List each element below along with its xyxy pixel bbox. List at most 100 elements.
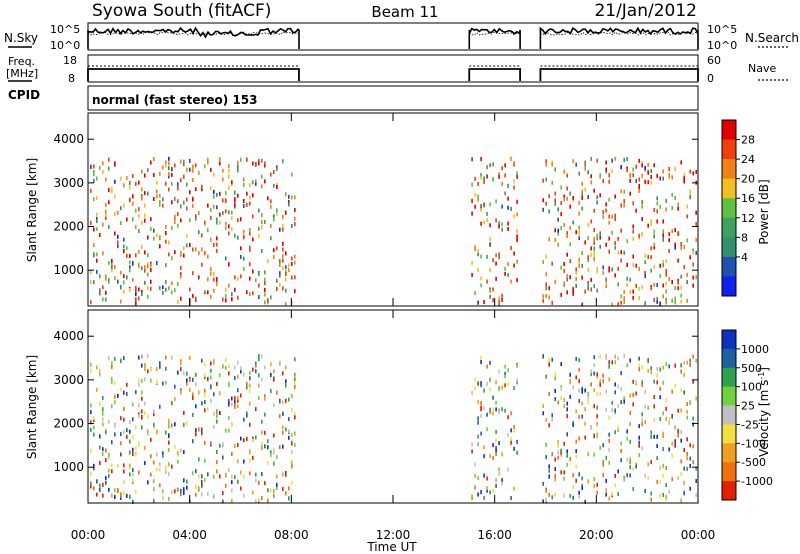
power-pixel: [489, 223, 491, 228]
velocity-pixel: [665, 483, 667, 487]
velocity-pixel: [632, 466, 634, 471]
power-pixel: [240, 157, 242, 162]
velocity-pixel: [617, 403, 619, 408]
power-pixel: [243, 229, 245, 234]
velocity-pixel: [201, 433, 203, 438]
velocity-pixel: [602, 443, 604, 448]
power-pixel: [623, 203, 625, 208]
power-pixel: [569, 191, 571, 196]
power-pixel: [282, 241, 284, 246]
power-pixel: [471, 260, 473, 265]
power-bar-tick-label: 16: [741, 192, 755, 205]
velocity-pixel: [686, 402, 688, 407]
velocity-pixel: [120, 441, 122, 446]
power-pixel: [120, 285, 122, 289]
velocity-pixel: [291, 464, 293, 469]
power-pixel: [480, 157, 482, 162]
velocity-pixel: [662, 411, 664, 416]
velocity-pixel: [216, 414, 218, 419]
velocity-pixel: [108, 487, 110, 492]
power-bar-tick-label: 20: [741, 173, 755, 186]
power-pixel: [132, 174, 134, 178]
velocity-pixel: [198, 486, 200, 491]
power-pixel: [665, 289, 667, 294]
power-pixel: [279, 259, 281, 264]
power-pixel: [584, 187, 586, 192]
power-pixel: [581, 195, 583, 200]
velocity-pixel: [267, 488, 269, 493]
velocity-pixel: [671, 441, 673, 446]
velocity-pixel: [495, 438, 497, 443]
power-pixel: [566, 290, 568, 295]
power-pixel: [249, 183, 251, 187]
velocity-pixel: [695, 466, 697, 471]
velocity-pixel: [590, 372, 592, 377]
velocity-bar-tick-label: 500: [741, 362, 762, 375]
velocity-pixel: [620, 449, 622, 453]
y-tick-label: 4000: [53, 132, 84, 146]
velocity-pixel: [264, 365, 266, 370]
velocity-pixel: [96, 365, 98, 370]
power-pixel: [288, 263, 290, 268]
velocity-pixel: [629, 439, 631, 444]
velocity-pixel: [548, 423, 550, 428]
velocity-pixel: [507, 433, 509, 438]
velocity-pixel: [186, 381, 188, 386]
velocity-pixel: [147, 429, 149, 434]
power-pixel: [165, 239, 167, 244]
velocity-pixel: [195, 372, 197, 377]
velocity-pixel: [689, 400, 691, 405]
power-pixel: [638, 177, 640, 182]
power-pixel: [551, 162, 553, 167]
velocity-pixel: [114, 356, 116, 361]
velocity-pixel: [243, 474, 245, 479]
power-pixel: [93, 197, 95, 202]
velocity-pixel: [516, 363, 518, 368]
power-pixel: [93, 164, 95, 169]
velocity-pixel: [692, 416, 694, 421]
velocity-pixel: [150, 437, 152, 442]
power-pixel: [90, 188, 92, 193]
velocity-pixel: [132, 452, 134, 456]
power-pixel: [156, 233, 158, 238]
date-title: 21/Jan/2012: [594, 1, 697, 21]
power-pixel: [507, 205, 509, 210]
power-pixel: [264, 270, 266, 275]
power-pixel: [510, 279, 512, 284]
velocity-pixel: [626, 429, 628, 434]
velocity-pixel: [99, 487, 101, 492]
velocity-pixel: [596, 490, 598, 495]
velocity-pixel: [276, 390, 278, 395]
velocity-pixel: [605, 492, 607, 497]
power-pixel: [234, 233, 236, 238]
velocity-pixel: [629, 358, 631, 363]
velocity-pixel: [120, 432, 122, 437]
power-pixel: [620, 258, 622, 263]
noise-right-label: N.Search: [745, 31, 799, 45]
power-pixel: [102, 251, 104, 256]
power-pixel: [285, 192, 287, 197]
power-pixel: [644, 301, 646, 306]
velocity-pixel: [204, 477, 206, 482]
power-pixel: [650, 268, 652, 273]
power-pixel: [662, 169, 664, 174]
power-pixel: [662, 233, 664, 238]
power-pixel: [102, 285, 104, 290]
velocity-pixel: [237, 479, 239, 484]
velocity-pixel: [647, 359, 649, 364]
velocity-bar-tick-label: -1000: [741, 475, 773, 488]
power-pixel: [168, 166, 170, 171]
noise-left-tick-bottom: 10^0: [50, 39, 80, 52]
velocity-pixel: [659, 386, 661, 391]
velocity-pixel: [165, 355, 167, 360]
velocity-pixel: [102, 396, 104, 400]
power-pixel: [276, 185, 278, 189]
power-pixel: [650, 255, 652, 260]
power-pixel: [225, 221, 227, 226]
power-pixel: [632, 224, 634, 229]
power-pixel: [147, 235, 149, 240]
power-pixel: [174, 214, 176, 219]
power-pixel: [144, 213, 146, 218]
power-pixel: [261, 158, 263, 163]
velocity-pixel: [246, 413, 248, 418]
